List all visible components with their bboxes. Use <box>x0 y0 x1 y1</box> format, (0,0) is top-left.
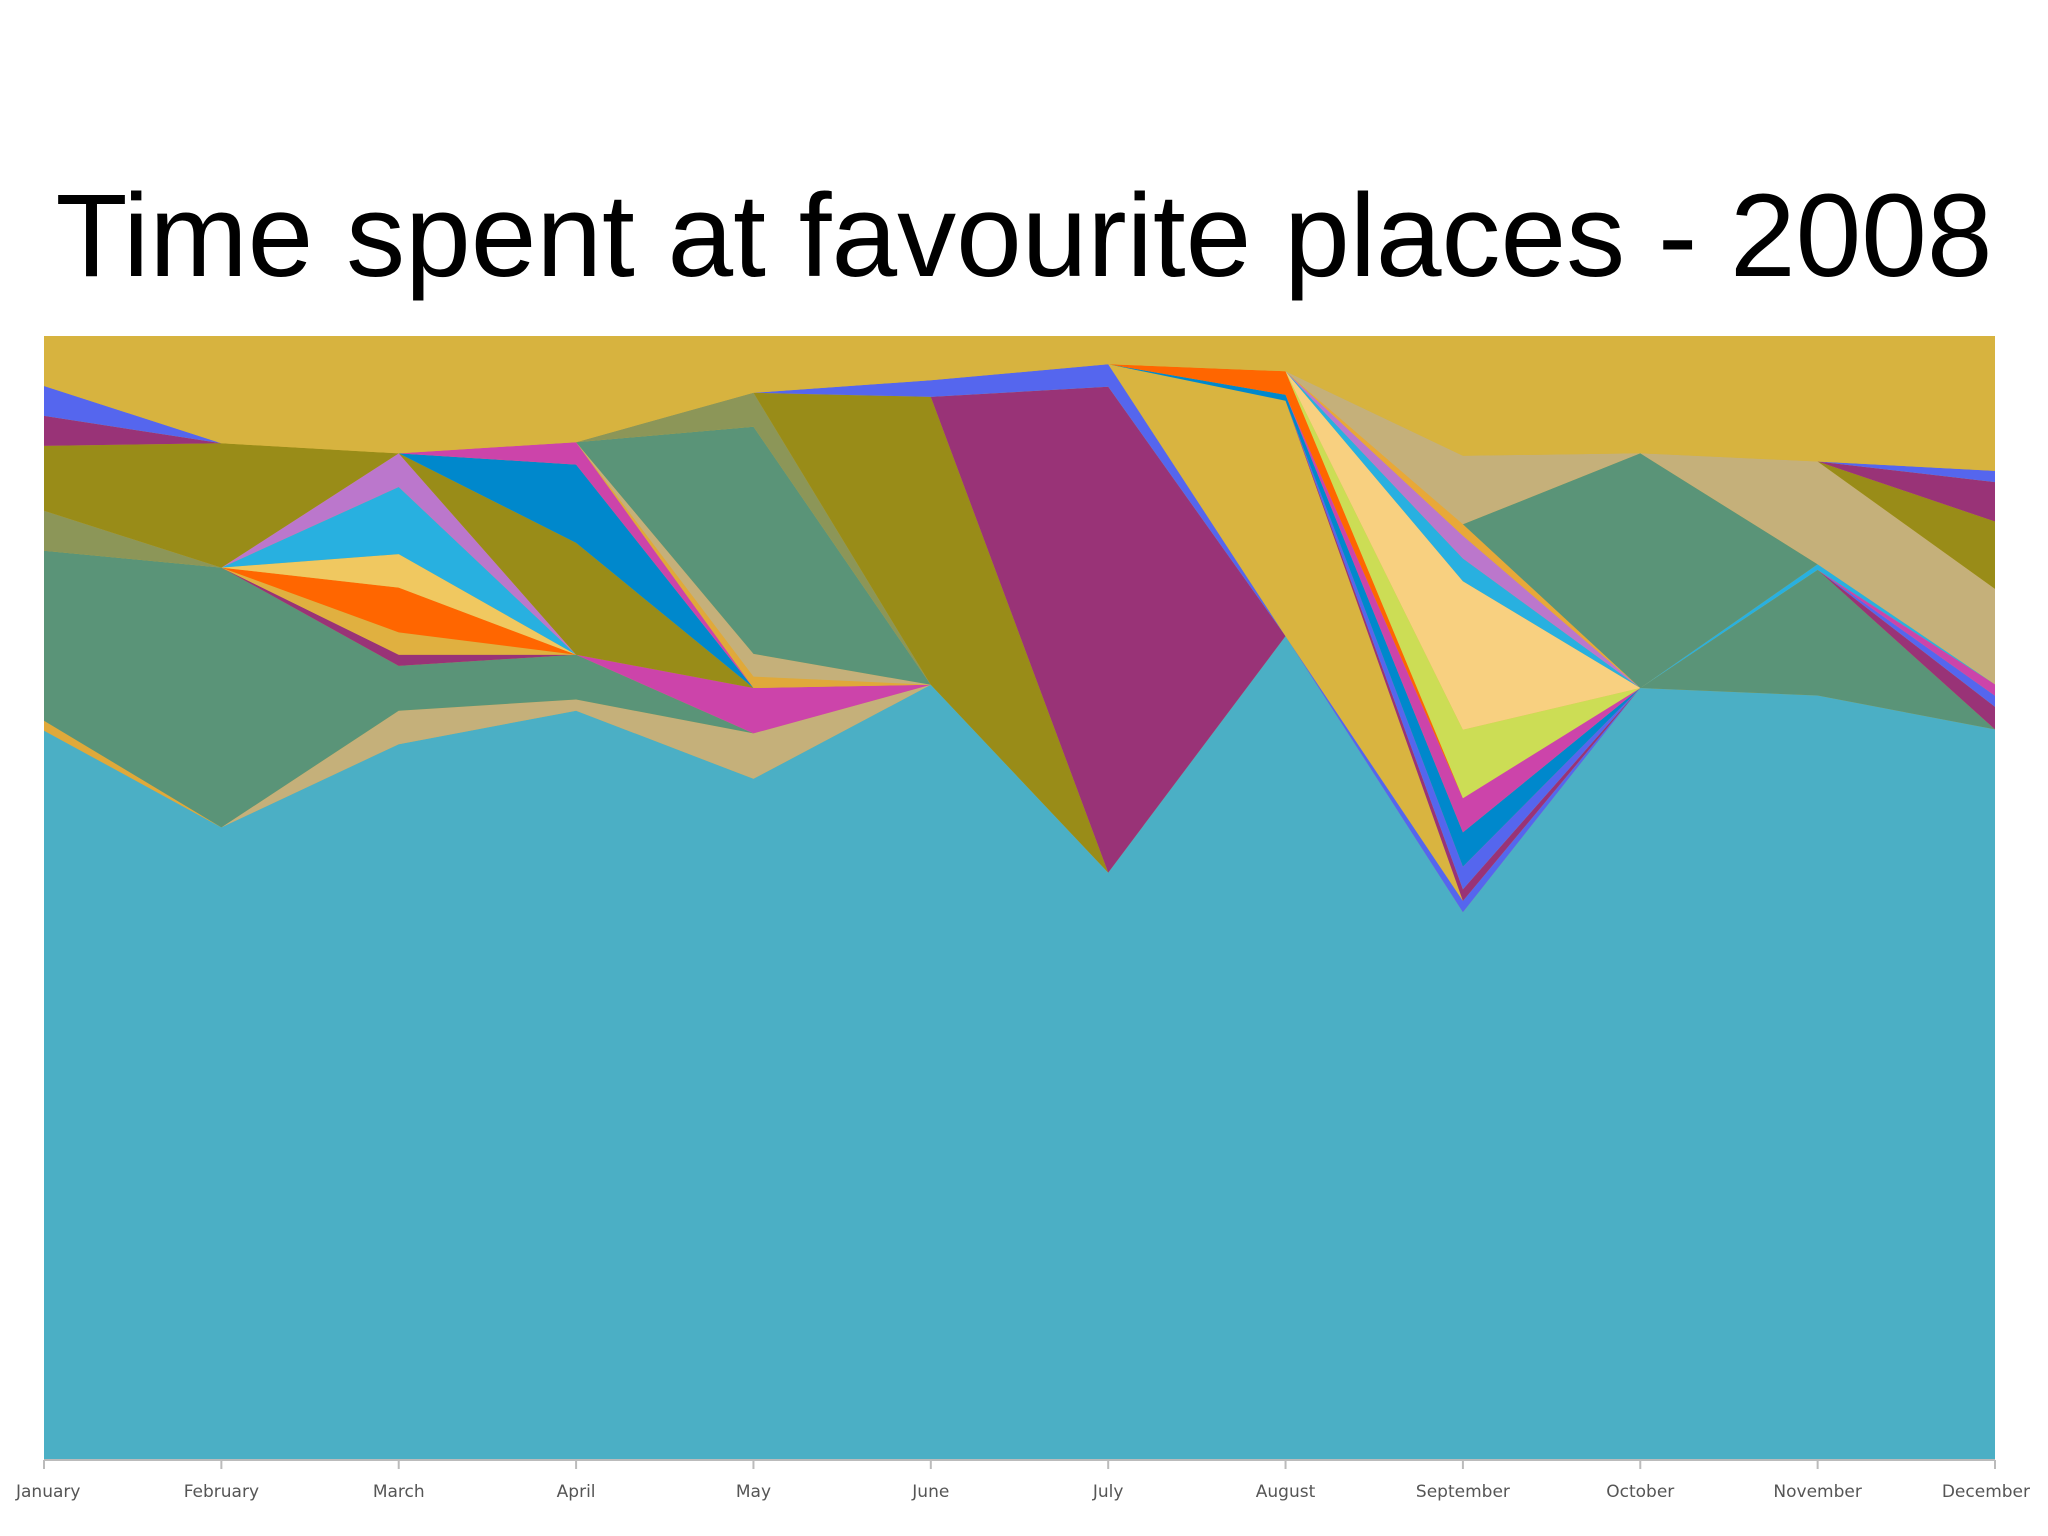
x-tick-label: February <box>184 1482 259 1502</box>
x-tick-label: September <box>1416 1482 1510 1502</box>
x-tick-label: April <box>557 1482 596 1502</box>
x-tick-label: October <box>1606 1482 1674 1502</box>
chart-title: Time spent at favourite places - 2008 <box>55 170 1993 302</box>
x-tick-label: January <box>15 1482 80 1502</box>
x-tick-label: March <box>373 1482 425 1502</box>
area-series-11 <box>44 550 1995 913</box>
x-tick-label: July <box>1092 1482 1124 1502</box>
area-series-4 <box>44 550 1995 913</box>
area-series-41 <box>44 336 1995 471</box>
area-series-15 <box>44 453 1995 913</box>
x-axis: January February March April May June July Augu… <box>15 1459 2030 1502</box>
area-series-23 <box>44 386 1995 913</box>
area-layers <box>44 336 1995 1460</box>
area-series-3 <box>44 636 1995 913</box>
x-tick-label: May <box>736 1482 771 1502</box>
area-series-32 <box>44 364 1995 730</box>
area-series-22 <box>44 392 1995 913</box>
x-tick-label: June <box>911 1482 949 1502</box>
x-tick-label: December <box>1942 1482 2030 1502</box>
area-series-1 <box>44 636 1995 1460</box>
area-series-33 <box>44 364 1995 688</box>
x-tick-label: August <box>1256 1482 1316 1502</box>
area-series-36 <box>44 364 1995 688</box>
x-tick-label: November <box>1773 1482 1861 1502</box>
